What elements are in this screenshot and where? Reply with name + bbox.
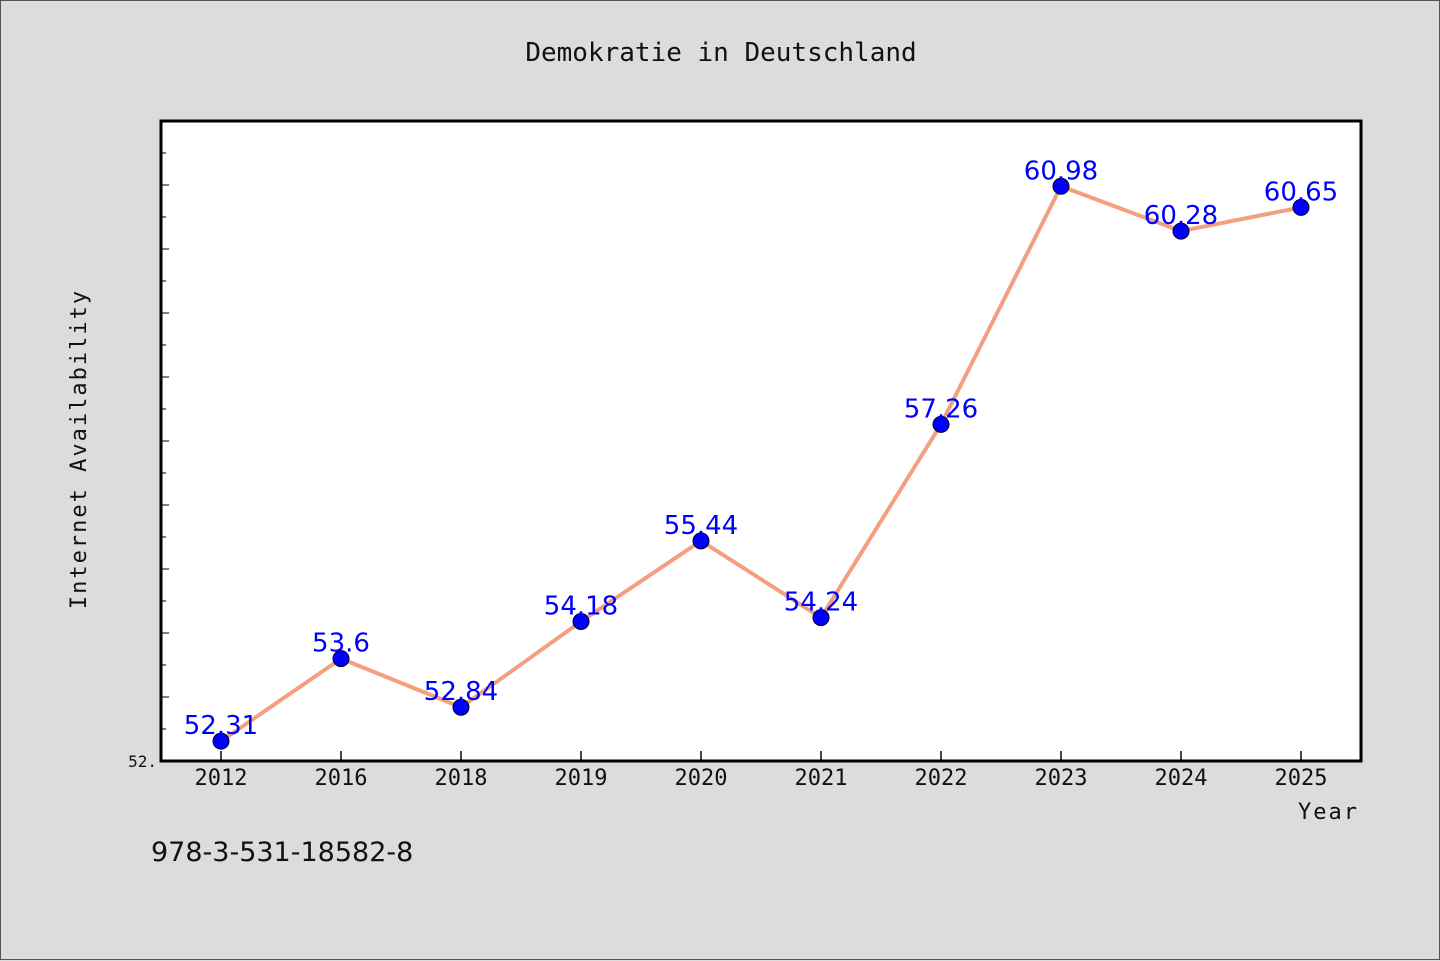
data-label: 57.26 bbox=[904, 394, 978, 424]
data-label: 52.31 bbox=[184, 711, 258, 741]
x-tick-label: 2025 bbox=[1275, 766, 1328, 791]
data-point bbox=[1172, 222, 1190, 240]
x-tick-label: 2023 bbox=[1035, 766, 1088, 791]
x-tick-label: 2021 bbox=[795, 766, 848, 791]
x-tick-label: 2019 bbox=[555, 766, 608, 791]
y-axis-ticks bbox=[161, 120, 169, 762]
x-tick-label: 2024 bbox=[1155, 766, 1208, 791]
y-tick-label: 52. bbox=[128, 752, 157, 771]
data-point bbox=[572, 612, 590, 630]
x-axis-label: Year bbox=[1298, 800, 1359, 825]
data-point bbox=[1292, 198, 1310, 216]
x-tick-label: 2020 bbox=[675, 766, 728, 791]
data-label: 54.18 bbox=[544, 591, 618, 621]
data-point bbox=[932, 415, 950, 433]
isbn-footer: 978-3-531-18582-8 bbox=[151, 837, 414, 868]
data-label: 60.98 bbox=[1024, 156, 1098, 186]
data-point bbox=[812, 609, 830, 627]
x-tick-label: 2012 bbox=[195, 766, 248, 791]
data-label: 60.65 bbox=[1264, 177, 1338, 207]
data-point bbox=[332, 650, 350, 668]
plot-area bbox=[159, 119, 1363, 763]
data-label: 55.44 bbox=[664, 511, 738, 541]
data-point bbox=[692, 532, 710, 550]
data-labels: 52.31 53.6 52.84 54.18 55.44 54.24 57.26 60.98 6… bbox=[184, 156, 1338, 741]
data-label: 52.84 bbox=[424, 677, 498, 707]
y-axis-tick-labels: 52. bbox=[128, 752, 157, 771]
y-axis-label: Internet Availability bbox=[67, 289, 92, 609]
data-label: 54.24 bbox=[784, 588, 858, 618]
x-tick-label: 2016 bbox=[315, 766, 368, 791]
data-point bbox=[452, 698, 470, 716]
x-tick-label: 2018 bbox=[435, 766, 488, 791]
data-point bbox=[212, 732, 230, 750]
x-axis-ticks bbox=[220, 751, 1302, 761]
series-line bbox=[219, 184, 1303, 744]
x-tick-label: 2022 bbox=[915, 766, 968, 791]
data-point bbox=[1052, 177, 1070, 195]
series-markers bbox=[212, 177, 1310, 750]
data-label: 60.28 bbox=[1144, 201, 1218, 231]
chart-title: Demokratie in Deutschland bbox=[525, 38, 916, 68]
x-axis-tick-labels: 2012 2016 2018 2019 2020 2021 2022 2023 2024 2025 bbox=[195, 766, 1328, 791]
data-label: 53.6 bbox=[312, 629, 370, 659]
